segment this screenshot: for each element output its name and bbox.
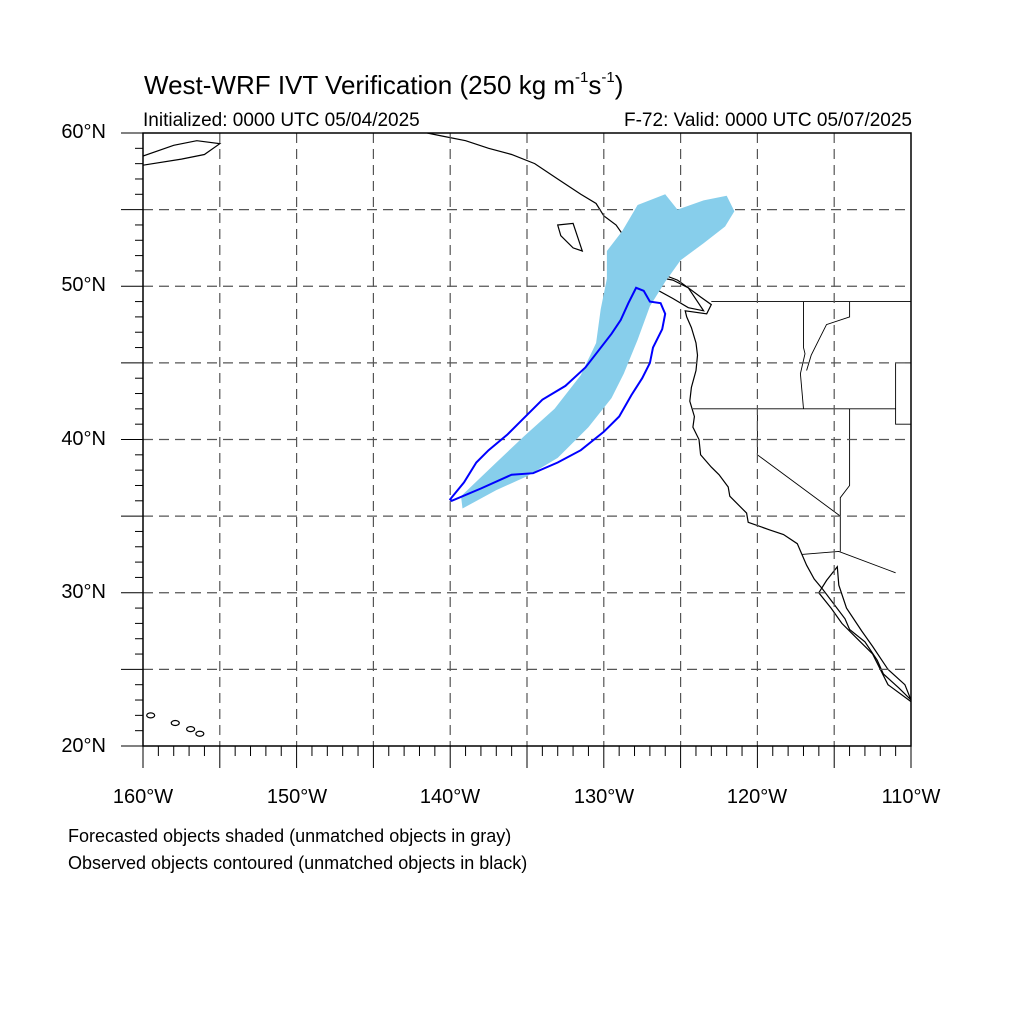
hawaii-island <box>186 726 196 733</box>
lat-label-20: 20°N <box>61 735 106 757</box>
initialized-label: Initialized: 0000 UTC 05/04/2025 <box>143 110 420 131</box>
lon-label-160: 160°W <box>112 786 174 808</box>
valid-time-label: F-72: Valid: 0000 UTC 05/07/2025 <box>624 110 912 131</box>
lon-label-150: 150°W <box>266 786 328 808</box>
legend-observed-note: Observed objects contoured (unmatched ob… <box>68 853 528 873</box>
lat-label-30: 30°N <box>61 581 106 603</box>
haida-gwaii <box>556 222 584 252</box>
state-border <box>799 301 806 409</box>
lon-label-130: 130°W <box>573 786 635 808</box>
hawaii-island <box>208 748 216 753</box>
state-border <box>801 550 896 574</box>
lat-label-40: 40°N <box>61 428 106 450</box>
land-outlines <box>143 133 911 753</box>
axis-ticks <box>121 132 912 768</box>
alaska-peninsula-coast <box>143 140 222 166</box>
lon-label-110: 110°W <box>881 786 941 808</box>
ivt-objects <box>448 194 735 509</box>
baja-coastline <box>801 554 911 701</box>
hawaii-island <box>170 719 180 727</box>
lon-label-140: 140°W <box>419 786 481 808</box>
hawaii-island <box>146 712 156 719</box>
hawaii-island <box>195 730 205 737</box>
state-border <box>895 362 911 425</box>
state-border <box>839 408 851 517</box>
north-america-coastline <box>427 133 803 555</box>
lat-label-50: 50°N <box>61 274 106 296</box>
legend-forecast-note: Forecasted objects shaded (unmatched obj… <box>68 826 512 846</box>
state-border <box>806 301 851 371</box>
observed-ivt-contour <box>448 286 667 502</box>
graticule <box>143 133 911 746</box>
chart-title: West-WRF IVT Verification (250 kg m-1s-1… <box>144 69 624 100</box>
map-frame <box>142 132 912 747</box>
state-border <box>756 408 841 517</box>
gulf-of-california-coastline <box>818 565 911 703</box>
lon-label-120: 120°W <box>726 786 788 808</box>
lat-label-60: 60°N <box>61 121 106 143</box>
